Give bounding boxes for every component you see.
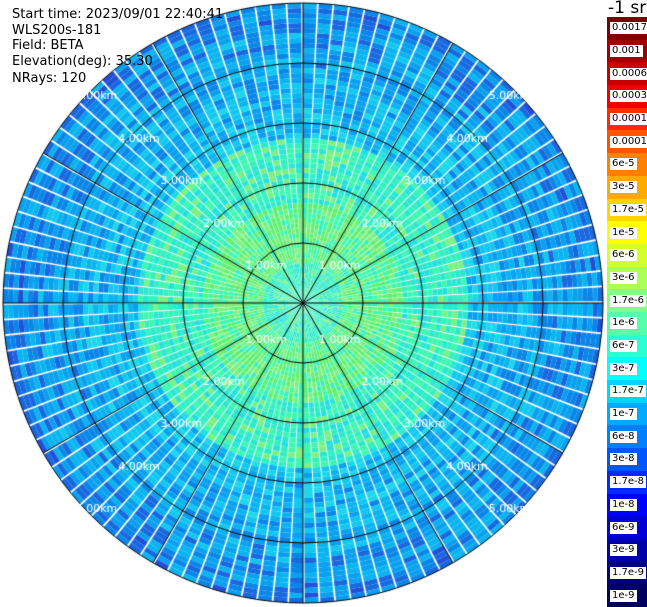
colorbar-cell: 3e-6 (607, 266, 647, 290)
colorbar-cell: 1.7e-8 (607, 470, 647, 495)
colorbar-tick-label: 1e-5 (610, 226, 637, 239)
colorbar-cell: 3e-8 (607, 448, 647, 472)
colorbar-tick-label: 3e-5 (610, 181, 637, 194)
colorbar-tick-label: 1e-8 (610, 498, 637, 511)
start-time-label: Start time: 2023/09/01 22:40:41 (12, 7, 224, 22)
colorbar-cell: 1.7e-7 (607, 380, 647, 404)
ppi-scan-display (0, 0, 607, 607)
colorbar-tick-label: 1e-7 (610, 408, 637, 421)
colorbar-cell: 1e-8 (607, 493, 647, 517)
field-label: Field: BETA (12, 38, 84, 53)
colorbar-cell: 1e-5 (607, 221, 647, 245)
colorbar-tick-label: 1.7e-5 (610, 203, 647, 216)
colorbar-cell: 3e-7 (607, 357, 647, 381)
colorbar-cell: 1.7e-6 (607, 289, 647, 313)
elevation-label: Elevation(deg): 35.30 (12, 54, 153, 69)
instrument-label: WLS200s-181 (12, 23, 102, 38)
colorbar-cell: 6e-5 (607, 153, 647, 177)
colorbar-cell: 6e-8 (607, 425, 647, 449)
colorbar-cell: 0.0017 (607, 17, 647, 41)
colorbar-tick-label: 0.0003 (610, 90, 647, 103)
colorbar-tick-label: 3e-6 (610, 271, 637, 284)
colorbar-tick-label: 0.0006 (610, 67, 647, 80)
colorbar-cell: 1e-6 (607, 312, 647, 336)
colorbar: 0.0017 0.001 0.0006 0.0003 0.00017 0.0001 6e-5… (607, 17, 647, 607)
colorbar-cell: 3e-5 (607, 175, 647, 200)
colorbar-cell: 0.0003 (607, 85, 647, 109)
colorbar-cell: 1.7e-5 (607, 198, 647, 222)
colorbar-cell: 0.0006 (607, 62, 647, 86)
colorbar-tick-label: 1e-9 (610, 589, 637, 602)
colorbar-tick-label: 6e-8 (610, 430, 637, 443)
colorbar-tick-label: 3e-8 (610, 453, 637, 466)
colorbar-tick-label: 3e-9 (610, 544, 637, 557)
colorbar-cell: 1e-9 (607, 584, 647, 607)
colorbar-tick-label: 0.0017 (610, 22, 647, 35)
colorbar-tick-label: 6e-5 (610, 158, 637, 171)
colorbar-unit-label: -1 sr (608, 0, 647, 18)
colorbar-cell: 6e-7 (607, 334, 647, 358)
colorbar-tick-label: 1.7e-7 (610, 385, 647, 398)
colorbar-cell: 0.0001 (607, 130, 647, 154)
colorbar-cell: 3e-9 (607, 538, 647, 563)
colorbar-cell: 1e-7 (607, 402, 647, 426)
colorbar-cell: 0.00017 (607, 107, 647, 131)
colorbar-tick-label: 0.0001 (610, 135, 647, 148)
colorbar-tick-label: 0.001 (610, 45, 643, 58)
colorbar-tick-label: 1e-6 (610, 317, 637, 330)
colorbar-tick-label: 6e-6 (610, 249, 637, 262)
colorbar-tick-label: 1.7e-9 (610, 566, 647, 579)
colorbar-cell: 6e-6 (607, 243, 647, 268)
colorbar-cell: 1.7e-9 (607, 561, 647, 585)
colorbar-tick-label: 6e-9 (610, 521, 637, 534)
colorbar-tick-label: 6e-7 (610, 340, 637, 353)
colorbar-tick-label: 3e-7 (610, 362, 637, 375)
colorbar-cell: 0.001 (607, 39, 647, 63)
colorbar-tick-label: 1.7e-6 (610, 294, 647, 307)
colorbar-cell: 6e-9 (607, 516, 647, 540)
nrays-label: NRays: 120 (12, 71, 87, 86)
colorbar-tick-label: 1.7e-8 (610, 476, 647, 489)
colorbar-tick-label: 0.00017 (610, 113, 647, 126)
